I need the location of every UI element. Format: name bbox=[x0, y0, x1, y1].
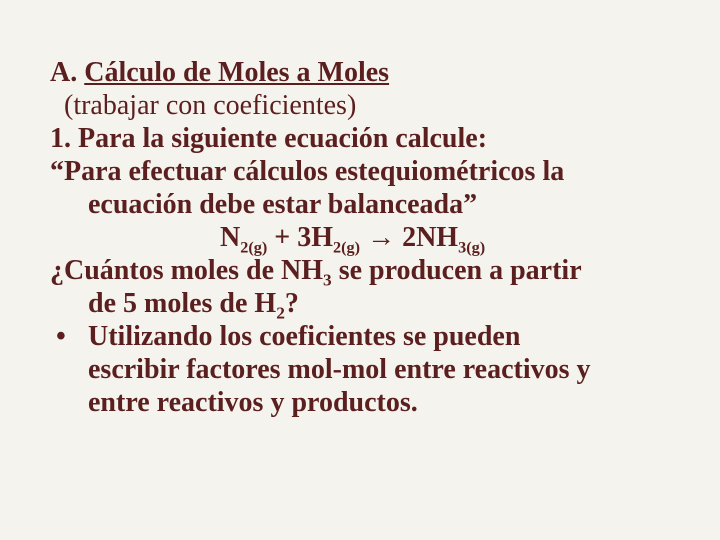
bullet-icon: • bbox=[50, 320, 88, 419]
eq-n2: N bbox=[220, 222, 240, 253]
q2-part-a: de 5 moles de H bbox=[88, 288, 276, 319]
bullet-line-3: entre reactivos y productos. bbox=[88, 386, 670, 419]
quote-line-1: “Para efectuar cálculos estequiométricos… bbox=[50, 155, 670, 188]
eq-h2: H bbox=[311, 222, 333, 253]
subtitle-line: (trabajar con coeficientes) bbox=[50, 89, 670, 122]
slide-content: A. Cálculo de Moles a Moles (trabajar co… bbox=[50, 56, 670, 419]
eq-plus: + 3 bbox=[267, 222, 311, 253]
eq-nh3: NH bbox=[416, 222, 458, 253]
bullet-line-1: Utilizando los coeficientes se pueden bbox=[88, 320, 670, 353]
eq-arrow: → 2 bbox=[360, 222, 416, 253]
q1-part-a: ¿Cuántos moles de NH bbox=[50, 255, 323, 286]
bullet-text: Utilizando los coeficientes se pueden es… bbox=[88, 320, 670, 419]
bullet-item: • Utilizando los coeficientes se pueden … bbox=[50, 320, 670, 419]
q1-part-b: se producen a partir bbox=[332, 255, 582, 286]
heading-underlined: Cálculo de Moles a Moles bbox=[84, 57, 389, 88]
q2-part-b: ? bbox=[285, 288, 299, 319]
heading-line: A. Cálculo de Moles a Moles bbox=[50, 56, 670, 89]
question-line-2: de 5 moles de H2? bbox=[50, 287, 670, 320]
item-1-lead: 1. Para la siguiente ecuación calcule: bbox=[50, 122, 670, 155]
quote-line-2: ecuación debe estar balanceada” bbox=[50, 188, 670, 221]
q1-sub: 3 bbox=[323, 271, 332, 290]
bullet-line-2: escribir factores mol-mol entre reactivo… bbox=[88, 353, 670, 386]
chemical-equation: N2(g) + 3H2(g) → 2NH3(g) bbox=[50, 221, 670, 254]
heading-prefix: A. bbox=[50, 57, 84, 88]
question-line-1: ¿Cuántos moles de NH3 se producen a part… bbox=[50, 254, 670, 287]
